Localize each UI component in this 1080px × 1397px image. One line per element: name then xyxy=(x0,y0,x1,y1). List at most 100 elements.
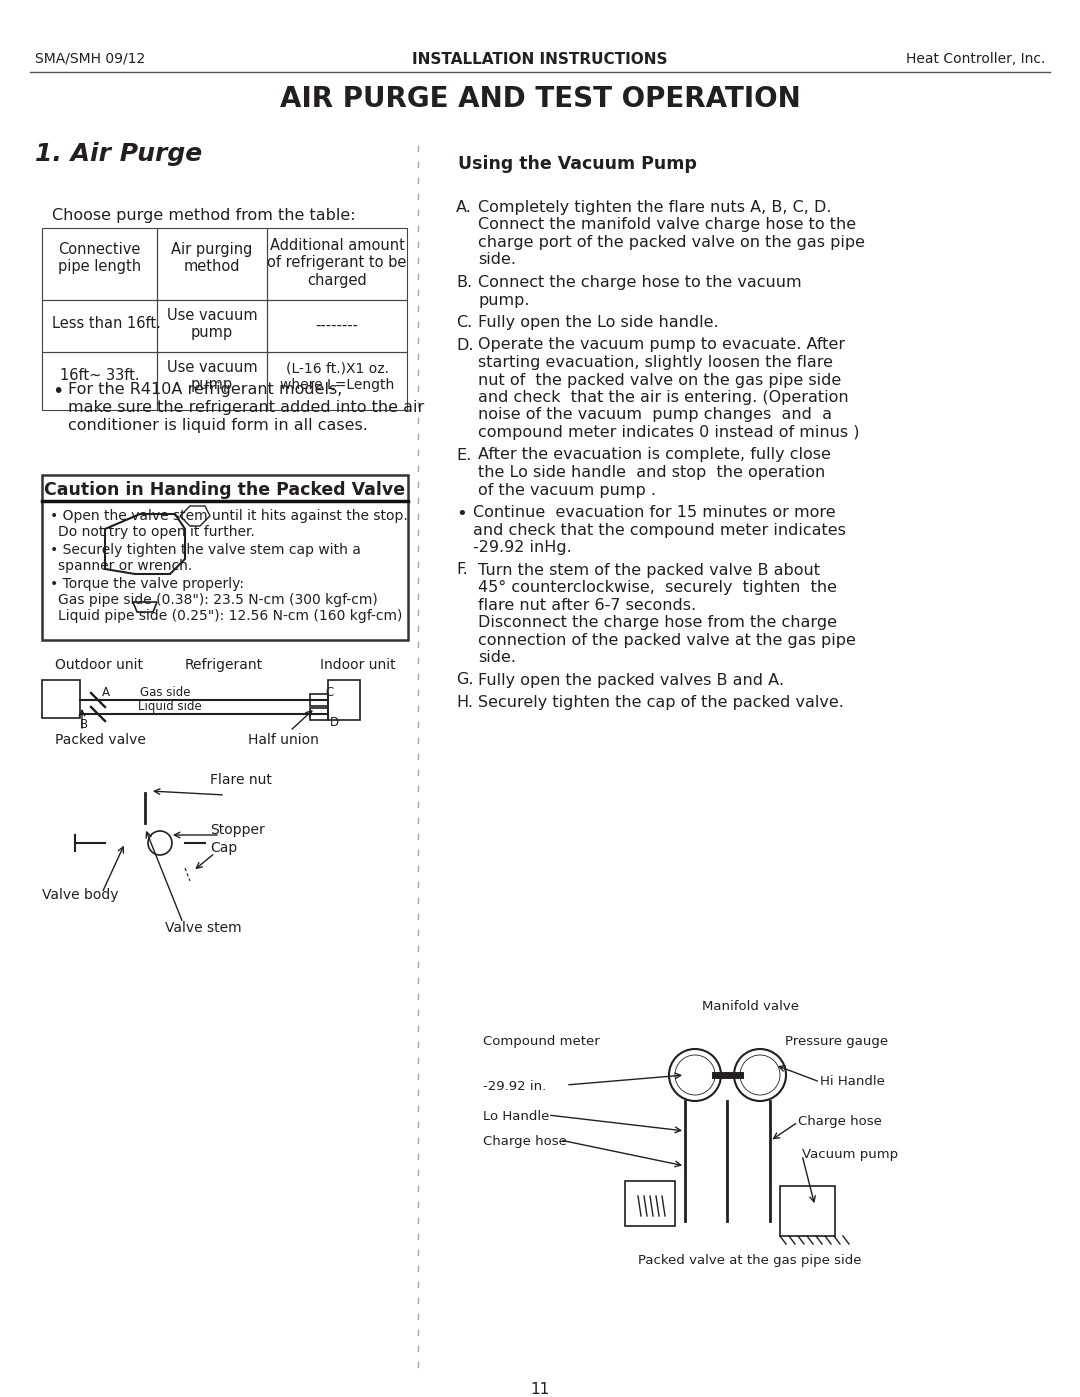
Text: Air purging
method: Air purging method xyxy=(172,242,253,274)
Text: C: C xyxy=(325,686,334,698)
Text: charge port of the packed valve on the gas pipe: charge port of the packed valve on the g… xyxy=(478,235,865,250)
Text: Less than 16ft.: Less than 16ft. xyxy=(52,316,161,331)
Text: 1. Air Purge: 1. Air Purge xyxy=(35,142,202,166)
Text: H.: H. xyxy=(456,694,473,710)
Bar xyxy=(157,300,267,352)
Text: •: • xyxy=(52,381,64,401)
Text: Liquid side: Liquid side xyxy=(138,700,202,712)
Text: Use vacuum
pump: Use vacuum pump xyxy=(166,360,257,393)
Bar xyxy=(42,475,408,640)
Bar xyxy=(267,300,407,352)
Text: A: A xyxy=(102,686,110,698)
Text: • Securely tighten the valve stem cap with a: • Securely tighten the valve stem cap wi… xyxy=(50,543,361,557)
Text: side.: side. xyxy=(478,253,516,267)
Text: 16ft~ 33ft.: 16ft~ 33ft. xyxy=(59,367,139,383)
Text: -29.92 in.: -29.92 in. xyxy=(483,1080,546,1092)
Text: E.: E. xyxy=(456,447,471,462)
Text: flare nut after 6-7 seconds.: flare nut after 6-7 seconds. xyxy=(478,598,697,612)
Text: spanner or wrench.: spanner or wrench. xyxy=(58,559,192,573)
Text: noise of the vacuum  pump changes  and  a: noise of the vacuum pump changes and a xyxy=(478,408,832,422)
Text: Liquid pipe side (0.25"): 12.56 N-cm (160 kgf-cm): Liquid pipe side (0.25"): 12.56 N-cm (16… xyxy=(58,609,403,623)
Text: Indoor unit: Indoor unit xyxy=(320,658,395,672)
Text: For the R410A refrigerant models,: For the R410A refrigerant models, xyxy=(68,381,342,397)
Text: side.: side. xyxy=(478,650,516,665)
Text: Fully open the packed valves B and A.: Fully open the packed valves B and A. xyxy=(478,672,784,687)
Bar xyxy=(157,228,267,300)
Text: Using the Vacuum Pump: Using the Vacuum Pump xyxy=(458,155,697,173)
Text: Caution in Handing the Packed Valve: Caution in Handing the Packed Valve xyxy=(44,481,406,499)
Bar xyxy=(42,300,157,352)
Text: Manifold valve: Manifold valve xyxy=(702,1000,798,1013)
Text: conditioner is liquid form in all cases.: conditioner is liquid form in all cases. xyxy=(68,418,368,433)
Text: B.: B. xyxy=(456,275,472,291)
Text: Charge hose: Charge hose xyxy=(798,1115,882,1127)
Text: Heat Controller, Inc.: Heat Controller, Inc. xyxy=(906,52,1045,66)
Text: Half union: Half union xyxy=(248,733,319,747)
Text: Fully open the Lo side handle.: Fully open the Lo side handle. xyxy=(478,314,718,330)
Text: Hi Handle: Hi Handle xyxy=(820,1076,885,1088)
Text: Compound meter: Compound meter xyxy=(483,1035,599,1048)
Bar xyxy=(42,680,80,718)
Text: of the vacuum pump .: of the vacuum pump . xyxy=(478,482,656,497)
Text: Operate the vacuum pump to evacuate. After: Operate the vacuum pump to evacuate. Aft… xyxy=(478,338,846,352)
Text: Flare nut: Flare nut xyxy=(210,773,272,787)
Text: Continue  evacuation for 15 minutes or more: Continue evacuation for 15 minutes or mo… xyxy=(473,504,836,520)
Bar xyxy=(310,708,328,719)
Text: Gas side: Gas side xyxy=(139,686,190,698)
Text: F.: F. xyxy=(456,563,468,577)
Text: Additional amount
of refrigerant to be
charged: Additional amount of refrigerant to be c… xyxy=(268,237,407,288)
Bar xyxy=(157,352,267,409)
Text: SMA/SMH 09/12: SMA/SMH 09/12 xyxy=(35,52,145,66)
Bar xyxy=(328,680,360,719)
Text: Lo Handle: Lo Handle xyxy=(483,1111,550,1123)
Text: B: B xyxy=(80,718,89,731)
Text: • Open the valve stem until it hits against the stop.: • Open the valve stem until it hits agai… xyxy=(50,509,408,522)
Text: and check that the compound meter indicates: and check that the compound meter indica… xyxy=(473,522,846,538)
Text: 11: 11 xyxy=(530,1382,550,1397)
Text: C.: C. xyxy=(456,314,472,330)
Bar xyxy=(310,694,328,705)
Text: (L-16 ft.)X1 oz.
where L=Length: (L-16 ft.)X1 oz. where L=Length xyxy=(280,362,394,393)
Text: AIR PURGE AND TEST OPERATION: AIR PURGE AND TEST OPERATION xyxy=(280,85,800,113)
Bar xyxy=(42,228,157,300)
Text: -29.92 inHg.: -29.92 inHg. xyxy=(473,541,571,555)
Text: Cap: Cap xyxy=(210,841,238,855)
Bar xyxy=(42,352,157,409)
Text: D: D xyxy=(330,717,339,729)
Text: and check  that the air is entering. (Operation: and check that the air is entering. (Ope… xyxy=(478,390,849,405)
Bar xyxy=(267,228,407,300)
Text: Choose purge method from the table:: Choose purge method from the table: xyxy=(52,208,355,224)
Text: Connect the manifold valve charge hose to the: Connect the manifold valve charge hose t… xyxy=(478,218,856,232)
Text: --------: -------- xyxy=(315,319,359,332)
Text: •: • xyxy=(456,504,467,522)
Text: Charge hose: Charge hose xyxy=(483,1134,567,1148)
Text: A.: A. xyxy=(456,200,472,215)
Text: INSTALLATION INSTRUCTIONS: INSTALLATION INSTRUCTIONS xyxy=(413,52,667,67)
Text: G.: G. xyxy=(456,672,473,687)
Text: starting evacuation, slightly loosen the flare: starting evacuation, slightly loosen the… xyxy=(478,355,833,370)
Text: Pressure gauge: Pressure gauge xyxy=(785,1035,888,1048)
Text: compound meter indicates 0 instead of minus ): compound meter indicates 0 instead of mi… xyxy=(478,425,860,440)
Text: Connective
pipe length: Connective pipe length xyxy=(58,242,141,274)
Text: Connect the charge hose to the vacuum: Connect the charge hose to the vacuum xyxy=(478,275,801,291)
Text: 45° counterclockwise,  securely  tighten  the: 45° counterclockwise, securely tighten t… xyxy=(478,580,837,595)
Bar xyxy=(267,352,407,409)
Text: make sure the refrigerant added into the air: make sure the refrigerant added into the… xyxy=(68,400,424,415)
Text: Securely tighten the cap of the packed valve.: Securely tighten the cap of the packed v… xyxy=(478,694,843,710)
Bar xyxy=(625,1180,675,1227)
Text: Packed valve: Packed valve xyxy=(55,733,146,747)
Text: Valve stem: Valve stem xyxy=(165,921,242,935)
Text: Vacuum pump: Vacuum pump xyxy=(802,1148,899,1161)
Text: Gas pipe side (0.38"): 23.5 N-cm (300 kgf-cm): Gas pipe side (0.38"): 23.5 N-cm (300 kg… xyxy=(58,592,378,608)
Text: pump.: pump. xyxy=(478,292,529,307)
Text: Stopper: Stopper xyxy=(210,823,265,837)
Text: Do not try to open it further.: Do not try to open it further. xyxy=(58,525,255,539)
Text: After the evacuation is complete, fully close: After the evacuation is complete, fully … xyxy=(478,447,831,462)
Text: the Lo side handle  and stop  the operation: the Lo side handle and stop the operatio… xyxy=(478,465,825,481)
Text: nut of  the packed valve on the gas pipe side: nut of the packed valve on the gas pipe … xyxy=(478,373,841,387)
Text: connection of the packed valve at the gas pipe: connection of the packed valve at the ga… xyxy=(478,633,855,647)
Text: Disconnect the charge hose from the charge: Disconnect the charge hose from the char… xyxy=(478,615,837,630)
Text: Refrigerant: Refrigerant xyxy=(185,658,264,672)
Text: D.: D. xyxy=(456,338,473,352)
Text: Turn the stem of the packed valve B about: Turn the stem of the packed valve B abou… xyxy=(478,563,820,577)
